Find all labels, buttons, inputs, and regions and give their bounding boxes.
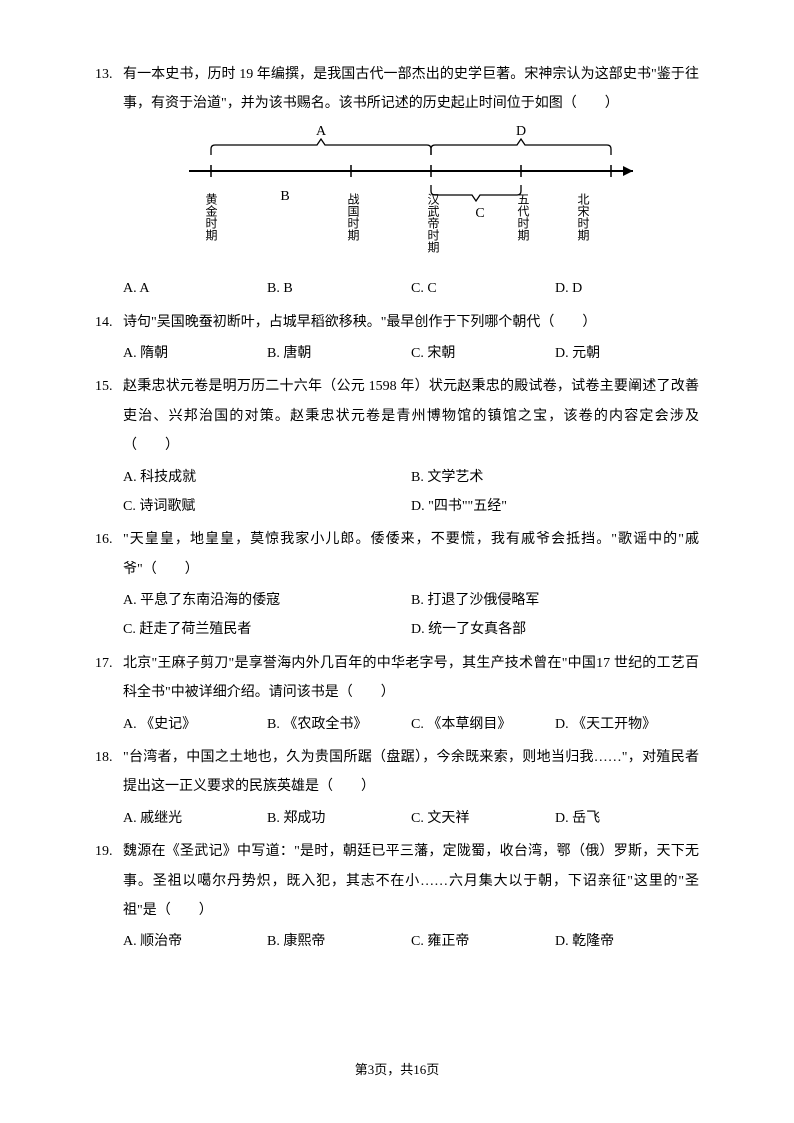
question-text: 诗句"吴国晚蚕初断叶，占城早稻欲移秧。"最早创作于下列哪个朝代（ ）: [123, 308, 699, 337]
option-d[interactable]: D. D: [555, 274, 699, 303]
option-d[interactable]: D. 《天工开物》: [555, 710, 699, 739]
question-18: 18. "台湾者，中国之土地也，久为贵国所踞（盘踞），今余既来索，则地当归我………: [95, 743, 699, 833]
options: A. 戚继光 B. 郑成功 C. 文天祥 D. 岳飞: [123, 804, 699, 833]
option-a[interactable]: A. 隋朝: [123, 339, 267, 368]
option-c[interactable]: C. 文天祥: [411, 804, 555, 833]
timeline-label-0: 黄金时期: [204, 192, 218, 240]
timeline-label-b: B: [280, 189, 289, 204]
option-b[interactable]: B. 文学艺术: [411, 463, 699, 492]
question-15: 15. 赵秉忠状元卷是明万历二十六年（公元 1598 年）状元赵秉忠的殿试卷，试…: [95, 372, 699, 521]
option-d[interactable]: D. 乾隆帝: [555, 927, 699, 956]
option-b[interactable]: B. 《农政全书》: [267, 710, 411, 739]
question-body: 有一本史书，历时 19 年编撰，是我国古代一部杰出的史学巨著。宋神宗认为这部史书…: [123, 60, 699, 304]
option-c[interactable]: C. 宋朝: [411, 339, 555, 368]
option-d[interactable]: D. 元朝: [555, 339, 699, 368]
question-text: "天皇皇，地皇皇，莫惊我家小儿郎。倭倭来，不要慌，我有戚爷会抵挡。"歌谣中的"戚…: [123, 525, 699, 584]
question-body: 北京"王麻子剪刀"是享誉海内外几百年的中华老字号，其生产技术曾在"中国17 世纪…: [123, 649, 699, 739]
question-text: "台湾者，中国之土地也，久为贵国所踞（盘踞），今余既来索，则地当归我……"，对殖…: [123, 743, 699, 802]
page-footer: 第3页，共16页: [0, 1056, 794, 1083]
option-a[interactable]: A. 戚继光: [123, 804, 267, 833]
option-c[interactable]: C. 《本草纲目》: [411, 710, 555, 739]
footer-total: 16: [413, 1062, 426, 1077]
question-text: 有一本史书，历时 19 年编撰，是我国古代一部杰出的史学巨著。宋神宗认为这部史书…: [123, 60, 699, 119]
option-a[interactable]: A. 《史记》: [123, 710, 267, 739]
options: A. 顺治帝 B. 康熙帝 C. 雍正帝 D. 乾隆帝: [123, 927, 699, 956]
options: A. A B. B C. C D. D: [123, 274, 699, 303]
timeline-label-c: C: [475, 206, 484, 221]
options: A. 《史记》 B. 《农政全书》 C. 《本草纲目》 D. 《天工开物》: [123, 710, 699, 739]
question-body: 赵秉忠状元卷是明万历二十六年（公元 1598 年）状元赵秉忠的殿试卷，试卷主要阐…: [123, 372, 699, 521]
option-b[interactable]: B. 唐朝: [267, 339, 411, 368]
option-a[interactable]: A. A: [123, 274, 267, 303]
options: A. 科技成就 B. 文学艺术 C. 诗词歌赋 D. "四书""五经": [123, 463, 699, 522]
option-b[interactable]: B. 康熙帝: [267, 927, 411, 956]
question-17: 17. 北京"王麻子剪刀"是享誉海内外几百年的中华老字号，其生产技术曾在"中国1…: [95, 649, 699, 739]
timeline-diagram: A D 黄金时期 B 战国时期 汉武帝时期 C 五代时期 北宋时期: [181, 125, 641, 266]
option-d[interactable]: D. 岳飞: [555, 804, 699, 833]
question-number: 17.: [95, 649, 123, 739]
question-body: "台湾者，中国之土地也，久为贵国所踞（盘踞），今余既来索，则地当归我……"，对殖…: [123, 743, 699, 833]
question-13: 13. 有一本史书，历时 19 年编撰，是我国古代一部杰出的史学巨著。宋神宗认为…: [95, 60, 699, 304]
bracket-label-d: D: [516, 125, 526, 139]
question-text: 北京"王麻子剪刀"是享誉海内外几百年的中华老字号，其生产技术曾在"中国17 世纪…: [123, 649, 699, 708]
question-number: 15.: [95, 372, 123, 521]
question-number: 19.: [95, 837, 123, 957]
option-a[interactable]: A. 平息了东南沿海的倭寇: [123, 586, 411, 615]
option-c[interactable]: C. 诗词歌赋: [123, 492, 411, 521]
question-number: 18.: [95, 743, 123, 833]
option-b[interactable]: B. B: [267, 274, 411, 303]
footer-prefix: 第: [355, 1062, 368, 1077]
option-c[interactable]: C. C: [411, 274, 555, 303]
timeline-svg: A D 黄金时期 B 战国时期 汉武帝时期 C 五代时期 北宋时期: [181, 125, 641, 255]
timeline-label-6: 北宋时期: [576, 192, 590, 240]
option-c[interactable]: C. 雍正帝: [411, 927, 555, 956]
option-c[interactable]: C. 赶走了荷兰殖民者: [123, 615, 411, 644]
question-body: 诗句"吴国晚蚕初断叶，占城早稻欲移秧。"最早创作于下列哪个朝代（ ） A. 隋朝…: [123, 308, 699, 369]
option-a[interactable]: A. 科技成就: [123, 463, 411, 492]
footer-suffix: 页: [426, 1062, 439, 1077]
question-number: 14.: [95, 308, 123, 369]
option-a[interactable]: A. 顺治帝: [123, 927, 267, 956]
question-number: 13.: [95, 60, 123, 304]
question-16: 16. "天皇皇，地皇皇，莫惊我家小儿郎。倭倭来，不要慌，我有戚爷会抵挡。"歌谣…: [95, 525, 699, 645]
footer-mid: 页，共: [374, 1062, 413, 1077]
question-number: 16.: [95, 525, 123, 645]
option-b[interactable]: B. 打退了沙俄侵略军: [411, 586, 699, 615]
question-text: 魏源在《圣武记》中写道："是时，朝廷已平三藩，定陇蜀，收台湾，鄂（俄）罗斯，天下…: [123, 837, 699, 925]
options: A. 隋朝 B. 唐朝 C. 宋朝 D. 元朝: [123, 339, 699, 368]
timeline-label-3: 汉武帝时期: [426, 192, 440, 252]
question-body: 魏源在《圣武记》中写道："是时，朝廷已平三藩，定陇蜀，收台湾，鄂（俄）罗斯，天下…: [123, 837, 699, 957]
timeline-label-5: 五代时期: [516, 193, 530, 241]
option-d[interactable]: D. 统一了女真各部: [411, 615, 699, 644]
timeline-label-2: 战国时期: [346, 192, 360, 240]
question-14: 14. 诗句"吴国晚蚕初断叶，占城早稻欲移秧。"最早创作于下列哪个朝代（ ） A…: [95, 308, 699, 369]
question-body: "天皇皇，地皇皇，莫惊我家小儿郎。倭倭来，不要慌，我有戚爷会抵挡。"歌谣中的"戚…: [123, 525, 699, 645]
question-19: 19. 魏源在《圣武记》中写道："是时，朝廷已平三藩，定陇蜀，收台湾，鄂（俄）罗…: [95, 837, 699, 957]
option-b[interactable]: B. 郑成功: [267, 804, 411, 833]
options: A. 平息了东南沿海的倭寇 B. 打退了沙俄侵略军 C. 赶走了荷兰殖民者 D.…: [123, 586, 699, 645]
question-text: 赵秉忠状元卷是明万历二十六年（公元 1598 年）状元赵秉忠的殿试卷，试卷主要阐…: [123, 372, 699, 460]
option-d[interactable]: D. "四书""五经": [411, 492, 699, 521]
bracket-label-a: A: [316, 125, 327, 139]
